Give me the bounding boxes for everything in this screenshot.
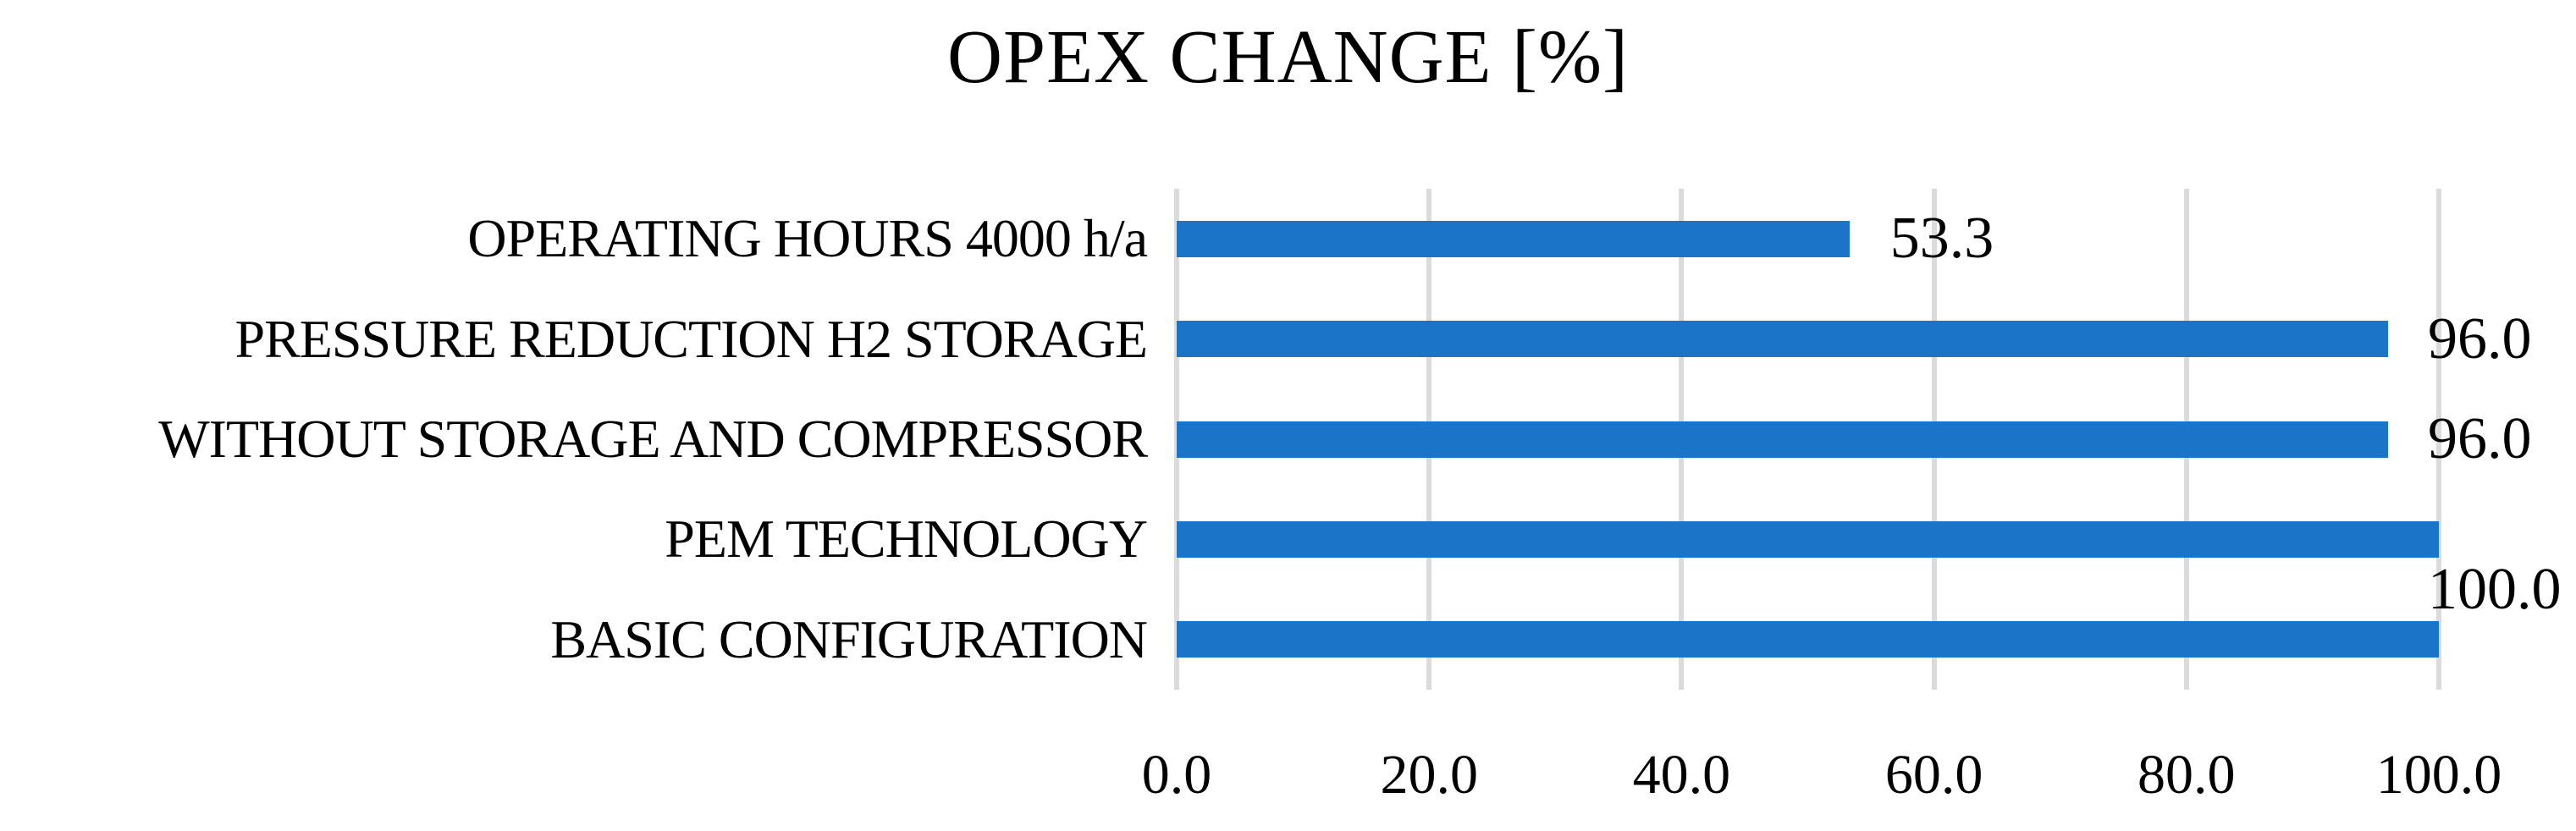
bar-1 <box>1177 321 2389 358</box>
value-label: 53.3 <box>1889 206 1994 272</box>
value-label: 96.0 <box>2428 406 2532 471</box>
category-label: BASIC CONFIGURATION <box>550 608 1148 669</box>
chart-title: OPEX CHANGE [%] <box>947 15 1629 99</box>
bar-3 <box>1177 520 2439 558</box>
x-tick-label-40.0: 40.0 <box>1632 744 1731 806</box>
value-label: 100.0 <box>2428 556 2562 622</box>
bar-0 <box>1177 220 1850 257</box>
x-tick-label-80.0: 80.0 <box>2137 744 2236 806</box>
category-axis: OPERATING HOURS 4000 h/a PRESSURE REDUCTI… <box>0 189 1149 690</box>
value-label: 96.0 <box>2428 305 2532 371</box>
gridline-100 <box>2436 189 2441 690</box>
x-tick-label-0.0: 0.0 <box>1141 744 1212 806</box>
category-label: PRESSURE REDUCTION H2 STORAGE <box>234 308 1149 369</box>
x-tick-label-60.0: 60.0 <box>1884 744 1983 806</box>
category-label: WITHOUT STORAGE AND COMPRESSOR <box>158 408 1148 469</box>
plot-area: 53.3 96.0 96.0 100.0 0.0 20.0 40.0 60.0 80.0 100.… <box>1142 189 2562 806</box>
x-tick-label-100.0: 100.0 <box>2375 744 2502 806</box>
bar-2 <box>1177 421 2389 458</box>
category-label: PEM TECHNOLOGY <box>665 509 1148 570</box>
x-tick-label-20.0: 20.0 <box>1380 744 1478 806</box>
category-label: OPERATING HOURS 4000 h/a <box>467 208 1148 269</box>
bar-4 <box>1177 621 2439 658</box>
